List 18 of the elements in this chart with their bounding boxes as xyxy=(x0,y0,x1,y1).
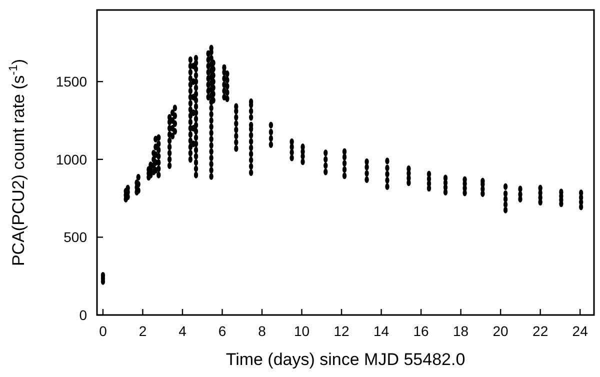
y-tick-label: 1500 xyxy=(56,74,88,90)
x-tick-label: 6 xyxy=(218,323,226,339)
x-tick-label: 8 xyxy=(258,323,266,339)
x-tick-label: 2 xyxy=(138,323,147,339)
x-axis-title: Time (days) since MJD 55482.0 xyxy=(226,350,466,369)
y-tick-label: 0 xyxy=(79,307,88,323)
x-tick-label: 16 xyxy=(413,323,430,339)
x-tick-label: 4 xyxy=(178,323,187,339)
x-tick-label: 24 xyxy=(572,323,588,339)
x-tick-label: 22 xyxy=(532,323,548,339)
x-tick-label: 18 xyxy=(453,323,469,339)
x-tick-label: 20 xyxy=(492,323,509,339)
x-tick-label: 0 xyxy=(99,323,108,339)
x-tick-label: 12 xyxy=(334,323,350,339)
y-tick-label: 1000 xyxy=(56,151,88,168)
x-tick-label: 10 xyxy=(294,323,310,339)
x-tick-label: 14 xyxy=(373,323,390,339)
y-tick-label: 500 xyxy=(64,229,88,246)
